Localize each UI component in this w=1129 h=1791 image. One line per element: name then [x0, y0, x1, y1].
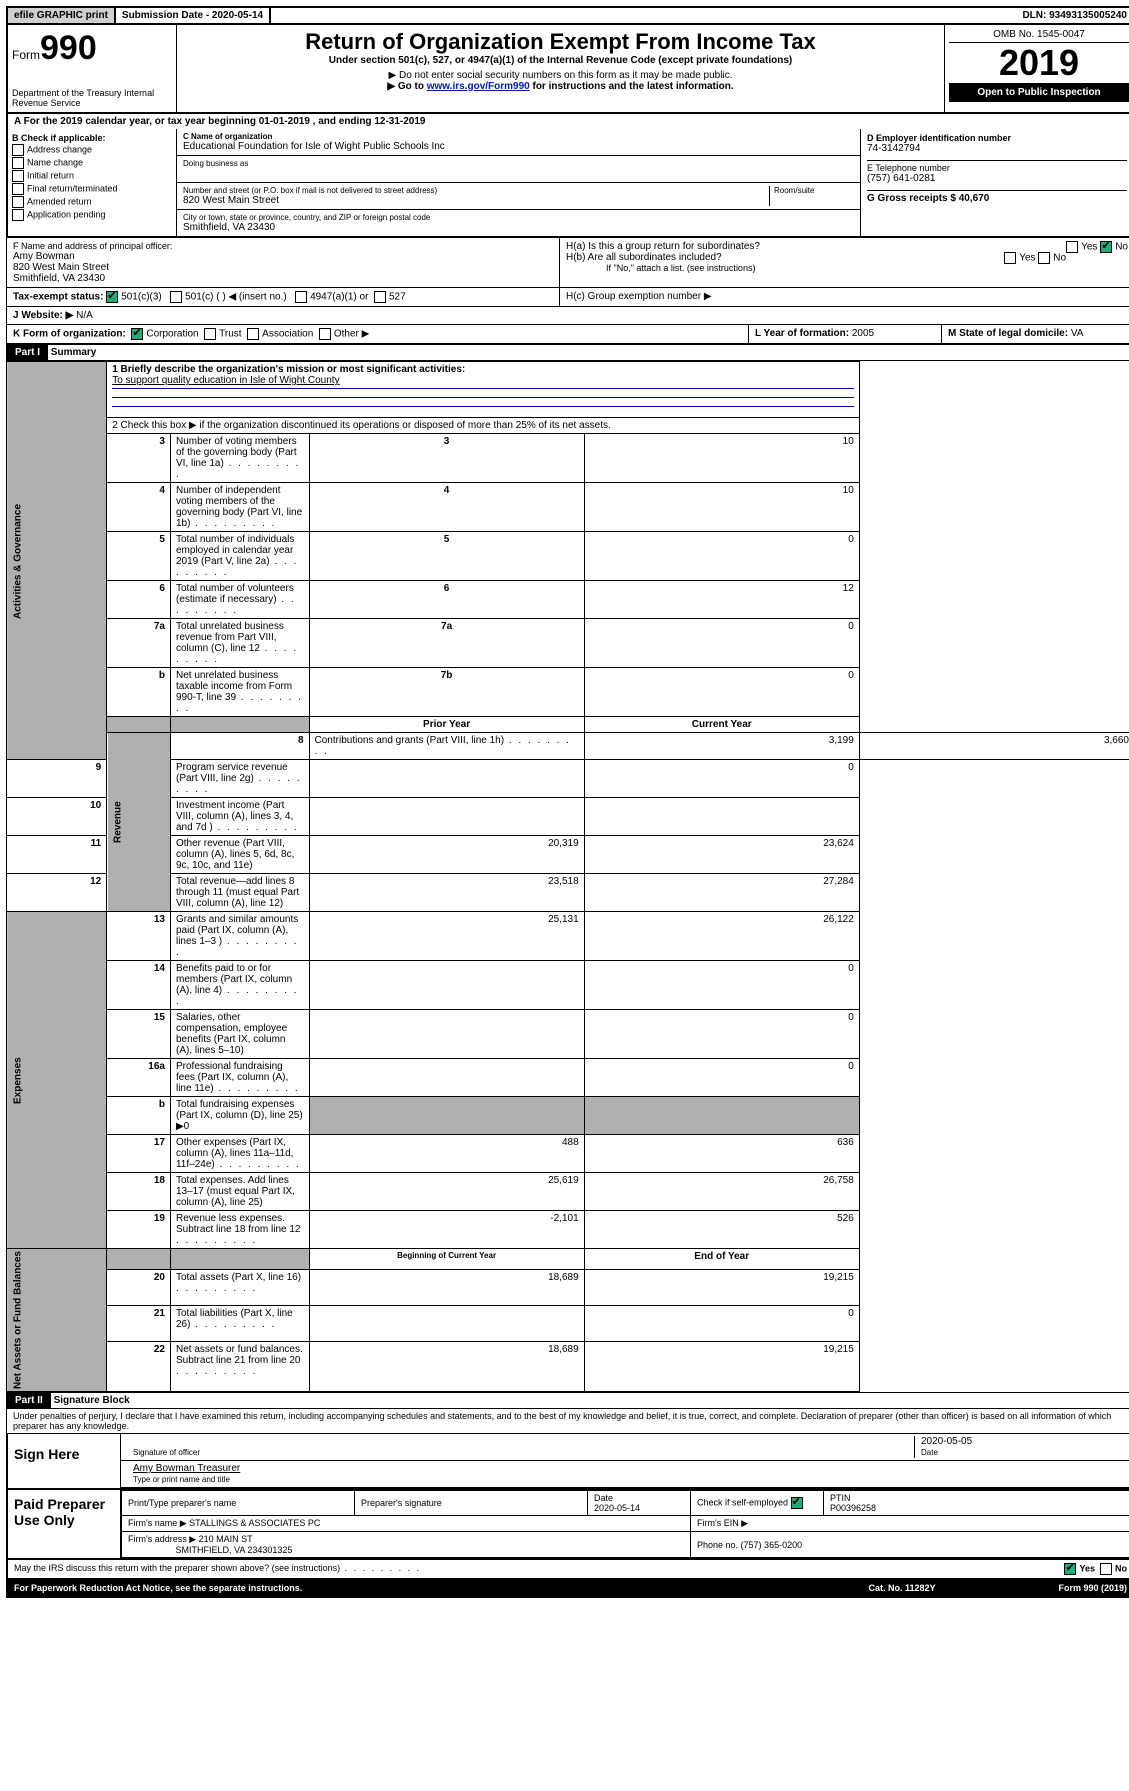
- side-revenue: Revenue: [107, 733, 171, 912]
- q1-label: 1 Briefly describe the organization's mi…: [112, 364, 465, 375]
- h-c: H(c) Group exemption number ▶: [560, 288, 1129, 306]
- section-bcd: B Check if applicable: Address change Na…: [6, 129, 1129, 238]
- h-a: H(a) Is this a group return for subordin…: [566, 241, 1128, 252]
- ein: 74-3142794: [867, 143, 1127, 154]
- city-state-zip: Smithfield, VA 23430: [183, 222, 854, 233]
- room-label: Room/suite: [769, 186, 854, 206]
- cb-501c[interactable]: [170, 291, 182, 303]
- phone: (757) 641-0281: [867, 173, 1127, 184]
- cb-name-change[interactable]: Name change: [12, 157, 172, 169]
- form-number: Form990: [12, 29, 172, 68]
- firm-phone: (757) 365-0200: [741, 1540, 803, 1550]
- paid-preparer-label: Paid Preparer Use Only: [8, 1490, 121, 1558]
- col-c: C Name of organization Educational Found…: [177, 129, 861, 236]
- officer-printed-label: Type or print name and title: [133, 1475, 230, 1484]
- row-a-period: A For the 2019 calendar year, or tax yea…: [6, 114, 1129, 129]
- sig-date: 2020-05-05: [921, 1436, 972, 1447]
- city-label: City or town, state or province, country…: [183, 213, 854, 222]
- pra-notice: For Paperwork Reduction Act Notice, see …: [14, 1583, 827, 1593]
- cb-self-employed[interactable]: [791, 1497, 803, 1509]
- irs-link[interactable]: www.irs.gov/Form990: [427, 81, 530, 92]
- part1-header: Part I Summary: [6, 344, 1129, 361]
- signature-block: Sign Here Signature of officer 2020-05-0…: [6, 1434, 1129, 1490]
- cb-initial-return[interactable]: Initial return: [12, 170, 172, 182]
- ein-label: D Employer identification number: [867, 133, 1127, 143]
- footer: For Paperwork Reduction Act Notice, see …: [6, 1580, 1129, 1598]
- part1-table: Activities & Governance 1 Briefly descri…: [6, 361, 1129, 1392]
- cb-assoc[interactable]: [247, 328, 259, 340]
- note-link: ▶ Go to www.irs.gov/Form990 for instruct…: [181, 81, 940, 92]
- officer-addr1: 820 West Main Street: [13, 262, 553, 273]
- cb-discuss-no[interactable]: [1100, 1563, 1112, 1575]
- cb-pending[interactable]: Application pending: [12, 209, 172, 221]
- top-bar: efile GRAPHIC print Submission Date - 20…: [6, 6, 1129, 25]
- discuss-row: May the IRS discuss this return with the…: [6, 1560, 1129, 1580]
- sig-officer-label: Signature of officer: [133, 1448, 200, 1457]
- form-subtitle: Under section 501(c), 527, or 4947(a)(1)…: [181, 55, 940, 66]
- ptin: P00396258: [830, 1503, 876, 1513]
- cb-other[interactable]: [319, 328, 331, 340]
- row-j: J Website: ▶ N/A: [6, 307, 1129, 325]
- h-b: H(b) Are all subordinates included? Yes …: [566, 252, 1128, 263]
- firm-addr: 210 MAIN ST: [199, 1534, 253, 1544]
- officer-label: F Name and address of principal officer:: [13, 241, 553, 251]
- street-address: 820 West Main Street: [183, 195, 769, 206]
- row-i: Tax-exempt status: 501(c)(3) 501(c) ( ) …: [6, 288, 1129, 307]
- tax-year: 2019: [949, 45, 1129, 81]
- officer-addr2: Smithfield, VA 23430: [13, 273, 553, 284]
- firm-ein-label: Firm's EIN ▶: [691, 1516, 1129, 1532]
- note-ssn: ▶ Do not enter social security numbers o…: [181, 70, 940, 81]
- open-public: Open to Public Inspection: [949, 83, 1129, 102]
- form-footer: Form 990 (2019): [977, 1583, 1127, 1593]
- paid-preparer: Paid Preparer Use Only Print/Type prepar…: [6, 1490, 1129, 1560]
- addr-label: Number and street (or P.O. box if mail i…: [183, 186, 769, 195]
- h-note: If "No," attach a list. (see instruction…: [566, 263, 1128, 273]
- officer-name: Amy Bowman: [13, 251, 553, 262]
- form-title: Return of Organization Exempt From Incom…: [181, 29, 940, 55]
- declaration: Under penalties of perjury, I declare th…: [6, 1409, 1129, 1434]
- officer-printed: Amy Bowman Treasurer: [133, 1463, 240, 1474]
- sign-here-label: Sign Here: [8, 1434, 121, 1488]
- cat-no: Cat. No. 11282Y: [827, 1583, 977, 1593]
- col-d: D Employer identification number 74-3142…: [861, 129, 1129, 236]
- dept-treasury: Department of the Treasury Internal Reve…: [12, 88, 172, 108]
- dba-label: Doing business as: [183, 159, 854, 168]
- efile-button[interactable]: efile GRAPHIC print: [8, 8, 116, 23]
- state-domicile: M State of legal domicile: VA: [942, 325, 1129, 343]
- sig-date-label: Date: [921, 1448, 938, 1457]
- col-b-checkboxes: B Check if applicable: Address change Na…: [8, 129, 177, 236]
- gross-receipts: G Gross receipts $ 40,670: [867, 193, 989, 204]
- org-name: Educational Foundation for Isle of Wight…: [183, 141, 854, 152]
- cb-final-return[interactable]: Final return/terminated: [12, 183, 172, 195]
- cb-amended[interactable]: Amended return: [12, 196, 172, 208]
- year-formation: L Year of formation: 2005: [749, 325, 942, 343]
- side-netassets: Net Assets or Fund Balances: [7, 1249, 107, 1392]
- mission-text: To support quality education in Isle of …: [112, 375, 339, 386]
- org-name-label: C Name of organization: [183, 132, 854, 141]
- submission-date: Submission Date - 2020-05-14: [116, 8, 271, 23]
- cb-trust[interactable]: [204, 328, 216, 340]
- row-klm: K Form of organization: Corporation Trus…: [6, 325, 1129, 344]
- cb-corp[interactable]: [131, 328, 143, 340]
- cb-discuss-yes[interactable]: [1064, 1563, 1076, 1575]
- dln: DLN: 93493135005240: [1016, 8, 1129, 23]
- row-fh: F Name and address of principal officer:…: [6, 238, 1129, 288]
- cb-501c3[interactable]: [106, 291, 118, 303]
- form-header: Form990 Department of the Treasury Inter…: [6, 25, 1129, 114]
- q2-text: 2 Check this box ▶ if the organization d…: [107, 418, 860, 434]
- cb-527[interactable]: [374, 291, 386, 303]
- cb-4947[interactable]: [295, 291, 307, 303]
- side-governance: Activities & Governance: [7, 362, 107, 760]
- side-expenses: Expenses: [7, 912, 107, 1249]
- cb-address-change[interactable]: Address change: [12, 144, 172, 156]
- part2-header: Part II Signature Block: [6, 1392, 1129, 1409]
- omb-number: OMB No. 1545-0047: [949, 29, 1129, 43]
- firm-name: STALLINGS & ASSOCIATES PC: [189, 1518, 320, 1528]
- firm-city: SMITHFIELD, VA 234301325: [176, 1545, 293, 1555]
- phone-label: E Telephone number: [867, 163, 1127, 173]
